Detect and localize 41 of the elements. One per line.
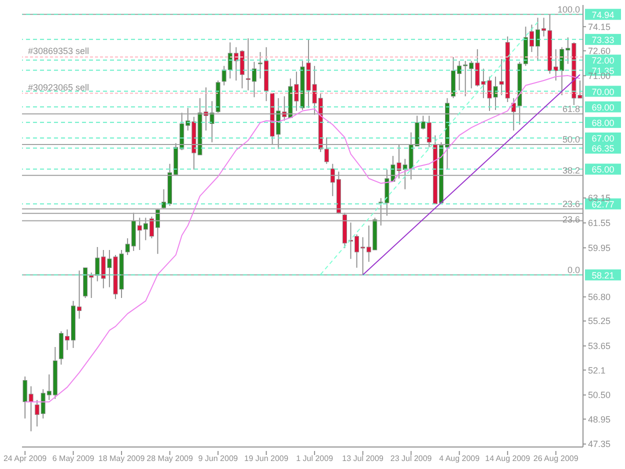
ref-line-label: 65.00 — [592, 164, 614, 175]
ref-line-label: 69.00 — [592, 102, 614, 112]
annotation: 0.0 — [567, 264, 580, 275]
annotation: 23.6 — [562, 198, 580, 209]
y-tick-label: 52.1 — [588, 365, 606, 376]
ref-line-label: 67.00 — [592, 134, 614, 144]
y-tick-label: 61.55 — [588, 218, 611, 228]
ref-line-label: 70.00 — [592, 86, 614, 97]
y-tick-label: 72.60 — [588, 46, 611, 56]
ref-line-label: 66.35 — [592, 144, 614, 154]
x-tick-label: 26 Aug 2009 — [533, 454, 579, 463]
x-tick-label: 19 Jun 2009 — [244, 454, 289, 463]
x-tick-label: 1 Jul 2009 — [296, 454, 334, 463]
y-tick-label: 74.15 — [588, 22, 611, 32]
y-tick-label: 50.50 — [588, 390, 611, 400]
y-tick-label: 53.65 — [588, 341, 611, 352]
ref-line-label: 74.94 — [592, 10, 614, 20]
x-tick-label: 18 May 2009 — [98, 454, 146, 463]
ref-line-label: 58.21 — [592, 270, 614, 280]
ref-line-label: #30923065 sell — [28, 82, 90, 92]
y-tick-label: 56.80 — [588, 292, 611, 302]
x-tick-label: 14 Aug 2009 — [485, 454, 531, 463]
annotation: 61.8 — [562, 104, 580, 114]
x-tick-label: 23 Jul 2009 — [390, 454, 432, 463]
y-tick-label: 59.95 — [588, 243, 611, 253]
y-tick-label: 47.35 — [588, 439, 611, 450]
x-tick-label: 13 Jul 2009 — [342, 454, 384, 463]
x-tick-label: 28 May 2009 — [146, 454, 194, 463]
annotation: 100.0 — [557, 4, 580, 14]
ref-line-label: 72.00 — [592, 56, 614, 66]
x-tick-label: 4 Aug 2009 — [439, 454, 480, 463]
ref-line-label: 73.33 — [592, 34, 614, 45]
ref-line-label: #30869353 sell — [28, 46, 90, 56]
annotation: 38.2 — [562, 165, 580, 176]
y-tick-label: 55.25 — [588, 316, 611, 326]
x-tick-label: 6 May 2009 — [52, 454, 95, 463]
annotation: 50.0 — [562, 134, 580, 145]
x-tick-label: 9 Jun 2009 — [198, 454, 238, 463]
y-tick-label: 48.95 — [588, 414, 611, 424]
x-tick-label: 24 Apr 2009 — [3, 454, 48, 463]
ref-line-label: 68.00 — [592, 118, 614, 128]
